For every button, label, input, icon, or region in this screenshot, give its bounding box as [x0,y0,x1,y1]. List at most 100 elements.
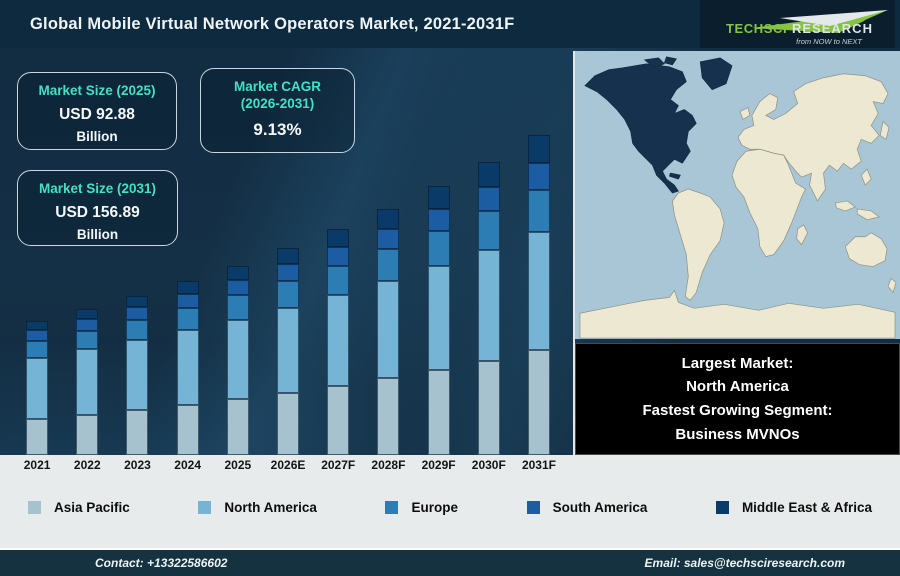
market-size-2025-box: Market Size (2025) USD 92.88 Billion [17,72,177,150]
bar-segment [226,295,249,320]
bar-segment [226,279,249,296]
chart-stage: Market Size (2025) USD 92.88 Billion Mar… [0,48,900,548]
bar-segment [527,189,550,233]
bar-segment [176,330,199,405]
bar-segment [327,265,350,296]
bar-segment [76,309,99,319]
market-cagr-value: 9.13% [253,119,302,139]
bar-segment [126,319,149,341]
bar-segment [76,414,99,455]
header: Global Mobile Virtual Network Operators … [0,0,900,50]
bar-segment [26,418,49,455]
bar-column [313,115,363,455]
market-cagr-title: Market CAGR [233,79,322,94]
bar-segment [427,369,450,455]
bar-segment [427,231,450,267]
research-wordmark: Research [792,21,873,36]
page-title: Global Mobile Virtual Network Operators … [30,14,515,33]
legend-swatch [28,501,41,514]
bar-column [414,115,464,455]
x-axis-label: 2028F [371,458,406,472]
techsci-wordmark: TechSci [726,21,787,36]
logo-tagline: from NOW to NEXT [796,37,863,46]
bar-segment [26,321,49,330]
bar-column [363,115,413,455]
legend: Asia Pacific North America Europe South Ame… [0,500,900,515]
bar-segment [377,228,400,249]
legend-item: Europe [385,500,458,515]
x-axis-label: 2025 [224,458,252,472]
x-axis-label: 2030F [471,458,506,472]
bar-column [263,115,313,455]
x-axis-label: 2021 [23,458,51,472]
bar-segment [277,392,300,455]
bar-column [213,115,263,455]
bar-segment [427,186,450,209]
bars-row [12,115,564,455]
bar-segment [527,232,550,350]
bar-segment [126,295,149,307]
legend-label: South America [552,500,648,515]
bar-segment [377,248,400,282]
bar-segment [527,349,550,455]
bar-segment [327,229,350,247]
bar-segment [226,319,249,400]
bar-segment [176,404,199,455]
legend-item: South America [526,500,648,515]
legend-item: Asia Pacific [28,500,130,515]
bar-segment [26,340,49,358]
bar-segment [76,349,99,415]
bar-column [464,115,514,455]
footer-contact: Contact: +13322586602 [95,556,228,570]
bar-column [112,115,162,455]
x-axis-label: 2026E [270,458,306,472]
bar-segment [76,330,99,350]
logo-arrow-icon: TechSci Research from NOW to NEXT [726,10,888,46]
bar-segment [26,330,49,341]
footer-email: Email: sales@techsciresearch.com [644,556,845,570]
bar-segment [427,208,450,232]
market-size-2031-title: Market Size (2031) [38,181,157,196]
bar-segment [126,409,149,455]
x-axis-label: 2031F [521,458,556,472]
axis-legend-band [0,455,900,548]
bar-segment [226,265,249,280]
right-panel: Largest Market: North America Fastest Gr… [573,51,900,455]
bar-segment [176,281,199,294]
x-axis-label: 2024 [174,458,201,472]
bar-segment [377,281,400,379]
market-size-2025-value: USD 92.88 [59,105,135,123]
legend-label: Asia Pacific [54,500,130,515]
bar-column [62,115,112,455]
bar-segment [226,399,249,455]
bar-segment [176,307,199,331]
market-size-2025-unit: Billion [76,128,118,144]
x-axis-labels: 2021 2022 2023 2024 2025 2026E 2027F 2028F 2029F… [12,458,564,472]
bar-segment [427,266,450,370]
market-size-2025-title: Market Size (2025) [38,83,156,98]
bar-column [163,115,213,455]
highlight-box: Largest Market: North America Fastest Gr… [575,343,900,455]
bar-segment [527,134,550,163]
bar-segment [327,295,350,387]
market-size-2031-unit: Billion [76,226,119,242]
bar-segment [477,360,500,455]
bar-segment [477,211,500,250]
legend-item: North America [198,500,317,515]
x-axis-label: 2023 [124,458,151,472]
market-size-2031-value: USD 156.89 [55,203,140,221]
world-map [575,51,900,339]
bar-segment [176,293,199,308]
bar-segment [527,162,550,190]
fastest-segment-value: Business MVNOs [675,425,800,443]
bar-segment [477,161,500,187]
bar-segment [277,281,300,308]
market-size-2031-box: Market Size (2031) USD 156.89 Billion [17,170,178,246]
legend-label: Europe [411,500,458,515]
bar-segment [277,307,300,393]
bar-segment [477,250,500,361]
market-cagr-subtitle: (2026-2031) [240,95,315,111]
techsci-logo: TechSci Research from NOW to NEXT [700,0,895,50]
legend-label: Middle East & Africa [741,500,872,515]
